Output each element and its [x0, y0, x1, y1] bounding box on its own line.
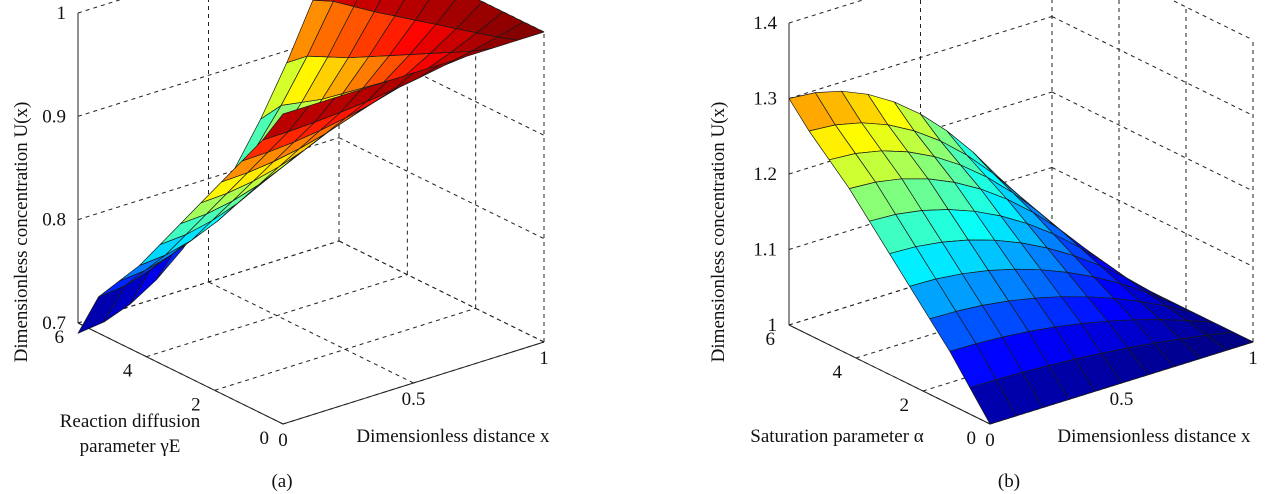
grid-line — [338, 33, 545, 136]
x-axis-label-b: Dimensionless distance x — [1057, 426, 1251, 447]
tick-labels-b: 1 1.1 1.2 1.3 1.4 0 0.5 1 0 2 4 6 — [753, 13, 1258, 451]
y-axis-label-a-line2: parameter γE — [80, 436, 181, 457]
surface-plot-a: 0.7 0.8 0.9 1 0 0.5 1 0 2 4 6 Dimensionless concen… — [11, 0, 550, 492]
z-tick-label: 1.2 — [753, 164, 777, 185]
z-tick-label: 1.1 — [753, 240, 777, 261]
tick-labels-a: 0.7 0.8 0.9 1 0 0.5 1 0 2 4 6 — [42, 3, 549, 451]
y-axis-line — [77, 322, 284, 425]
surface-cell — [497, 21, 545, 41]
z-tick-label: 0.7 — [42, 313, 66, 334]
z-axis-label-a: Dimensionless concentration U(x) — [11, 102, 32, 363]
caption-b: (b) — [998, 471, 1020, 492]
y-tick-label: 0 — [967, 428, 977, 449]
y-tick-label: 2 — [900, 395, 910, 416]
surface-cell — [333, 0, 358, 7]
x-axis-line — [282, 341, 545, 425]
y-axis-label-a-line1: Reaction diffusion — [60, 411, 201, 432]
chart-panel-a: 0.7 0.8 0.9 1 0 0.5 1 0 2 4 6 Dimensionless concen… — [0, 0, 640, 494]
x-tick-label: 1 — [1248, 348, 1258, 369]
surface-cell — [353, 0, 381, 13]
y-tick-label: 2 — [191, 394, 201, 415]
grid-line — [77, 240, 340, 324]
surface-b — [788, 90, 1254, 425]
z-tick-label: 0.8 — [42, 210, 66, 231]
z-tick-label: 1.3 — [753, 89, 777, 110]
x-axis-label-a: Dimensionless distance x — [356, 426, 550, 447]
z-tick-label: 1 — [57, 3, 67, 24]
y-axis-label-b-line1: Saturation parameter α — [750, 426, 924, 447]
grid-line — [1051, 167, 1254, 267]
grid-line — [338, 240, 545, 343]
surface-cell — [394, 0, 430, 21]
y-tick-label: 0 — [260, 428, 270, 449]
grid-line — [338, 137, 545, 240]
surface-a — [77, 0, 545, 334]
surface-cell — [1206, 331, 1254, 351]
surface-cell — [374, 0, 405, 17]
z-tick-label: 1 — [768, 315, 778, 336]
surface-plot-b: 1 1.1 1.2 1.3 1.4 0 0.5 1 0 2 4 6 Dimensionless con… — [708, 0, 1258, 492]
grid-line — [146, 274, 408, 358]
x-tick-label: 0.5 — [1110, 389, 1134, 410]
y-axis-line — [788, 324, 991, 425]
y-tick-label: 4 — [833, 362, 843, 383]
y-tick-label: 6 — [55, 327, 65, 348]
z-tick-label: 1.4 — [753, 13, 777, 34]
x-tick-label: 0 — [985, 430, 995, 451]
y-tick-label: 4 — [123, 361, 133, 382]
chart-panel-b: 1 1.1 1.2 1.3 1.4 0 0.5 1 0 2 4 6 Dimensionless con… — [647, 0, 1287, 494]
caption-a: (a) — [271, 471, 292, 492]
axis-box-a — [77, 0, 545, 425]
y-tick-label: 6 — [766, 329, 776, 350]
grid-line — [208, 281, 414, 384]
x-tick-label: 0 — [278, 430, 288, 451]
z-axis-label-b: Dimensionless concentration U(x) — [708, 102, 729, 363]
x-tick-label: 1 — [539, 348, 549, 369]
grid-line — [1051, 91, 1254, 192]
grid-line — [1170, 0, 1254, 41]
surface-cell — [312, 0, 335, 2]
z-tick-label: 0.9 — [42, 106, 66, 127]
grid-line — [1051, 16, 1254, 116]
grid-line — [214, 307, 476, 391]
x-tick-label: 0.5 — [402, 389, 426, 410]
